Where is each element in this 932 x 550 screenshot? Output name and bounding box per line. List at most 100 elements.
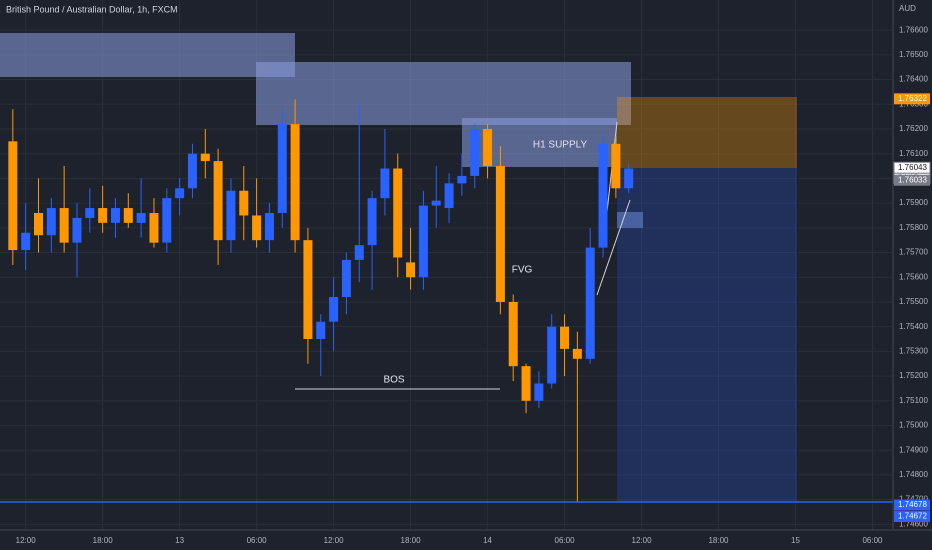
y-tick-label: 1.75700	[899, 248, 928, 257]
x-tick-label: 06:00	[862, 536, 883, 545]
currency: AUD	[899, 4, 916, 13]
zone	[0, 33, 295, 77]
candle-body	[213, 161, 223, 241]
candle-body	[470, 128, 480, 176]
y-tick-label: 1.76600	[899, 25, 928, 34]
candle-body	[418, 205, 428, 278]
candle-body	[367, 198, 377, 246]
candle-body	[226, 190, 236, 241]
y-tick-label: 1.75200	[899, 371, 928, 380]
candle-body	[457, 175, 467, 184]
x-tick-label: 18:00	[93, 536, 114, 545]
candle-body	[187, 153, 197, 189]
x-tick-label: 18:00	[708, 536, 729, 545]
x-tick-label: 18:00	[401, 536, 422, 545]
candle-body	[200, 153, 210, 162]
y-axis-panel	[893, 0, 932, 550]
x-tick-label: 06:00	[247, 536, 268, 545]
y-tick-label: 1.76100	[899, 149, 928, 158]
candle-body	[611, 143, 621, 189]
x-tick-label: 12:00	[324, 536, 345, 545]
annotation: BOS	[383, 375, 404, 386]
y-tick-label: 1.74800	[899, 470, 928, 479]
candle-body	[98, 208, 108, 223]
candle-body	[123, 208, 133, 223]
x-tick-label: 13	[175, 536, 184, 545]
x-tick-label: 06:00	[555, 536, 576, 545]
y-tick-label: 1.75300	[899, 346, 928, 355]
price-badge	[894, 499, 930, 511]
candle-body	[239, 190, 249, 216]
candle-body	[508, 301, 518, 367]
candle-body	[354, 245, 364, 260]
candle-body	[521, 366, 531, 401]
y-tick-label: 1.75000	[899, 421, 928, 430]
candle-body	[277, 124, 287, 213]
candle-body	[624, 168, 634, 189]
candle-body	[585, 247, 595, 359]
candle-body	[406, 262, 416, 278]
candle-body	[329, 296, 339, 322]
price-badge	[894, 174, 930, 186]
candle-body	[598, 143, 608, 248]
candle-body	[534, 383, 544, 401]
candle-body	[85, 208, 95, 218]
annotation: FVG	[512, 265, 533, 276]
candle-body	[59, 208, 69, 243]
y-tick-label: 1.74900	[899, 445, 928, 454]
candles	[8, 99, 634, 503]
y-tick-label: 1.75100	[899, 396, 928, 405]
zone	[617, 212, 643, 228]
candle-body	[136, 212, 146, 223]
candle-body	[33, 212, 43, 236]
target-zone	[617, 168, 797, 501]
candle-body	[444, 183, 454, 209]
y-tick-label: 1.75600	[899, 272, 928, 281]
y-tick-label: 1.75900	[899, 198, 928, 207]
price-badge-label: 1.76033	[898, 175, 927, 184]
wedge-line	[596, 199, 631, 296]
candle-body	[560, 326, 570, 349]
candle-body	[252, 215, 262, 241]
x-tick-label: 12:00	[632, 536, 653, 545]
candle-body	[264, 212, 274, 241]
candle-body	[303, 240, 313, 340]
price-badge-label: 1.74678	[898, 500, 927, 509]
candle-body	[572, 348, 582, 359]
price-badge	[894, 93, 930, 105]
candle-body	[316, 321, 326, 340]
candle-body	[8, 141, 18, 251]
candle-body	[290, 124, 300, 241]
candle-body	[393, 168, 403, 258]
x-tick-label: 14	[483, 536, 492, 545]
zone	[256, 62, 631, 125]
candle-body	[380, 168, 390, 199]
x-tick-label: 15	[791, 536, 800, 545]
candle-body	[149, 212, 159, 243]
axes: 1.766001.765001.764001.763001.762001.761…	[16, 25, 931, 545]
candle-body	[72, 217, 82, 243]
candle-body	[21, 232, 31, 251]
x-tick-label: 12:00	[16, 536, 37, 545]
stop-zone	[617, 97, 797, 168]
y-tick-label: 1.75500	[899, 297, 928, 306]
y-tick-label: 1.75400	[899, 322, 928, 331]
y-tick-label: 1.76500	[899, 50, 928, 59]
y-tick-label: 1.76400	[899, 75, 928, 84]
price-badge-label: 1.74672	[898, 512, 927, 521]
y-tick-label: 1.74600	[899, 519, 928, 528]
price-badge-label: 1.76322	[898, 94, 927, 103]
annotation: H1 SUPPLY	[533, 140, 588, 151]
y-tick-label: 1.74700	[899, 495, 928, 504]
candle-body	[110, 208, 120, 223]
price-badge-label: 1.76043	[898, 163, 927, 172]
y-tick-label: 1.75800	[899, 223, 928, 232]
candle-body	[431, 200, 441, 206]
candle-body	[547, 326, 557, 384]
candle-body	[46, 208, 56, 236]
candle-body	[483, 128, 493, 167]
candle-body	[341, 259, 351, 297]
y-tick-label: 1.76200	[899, 124, 928, 133]
candle-body	[175, 188, 185, 199]
